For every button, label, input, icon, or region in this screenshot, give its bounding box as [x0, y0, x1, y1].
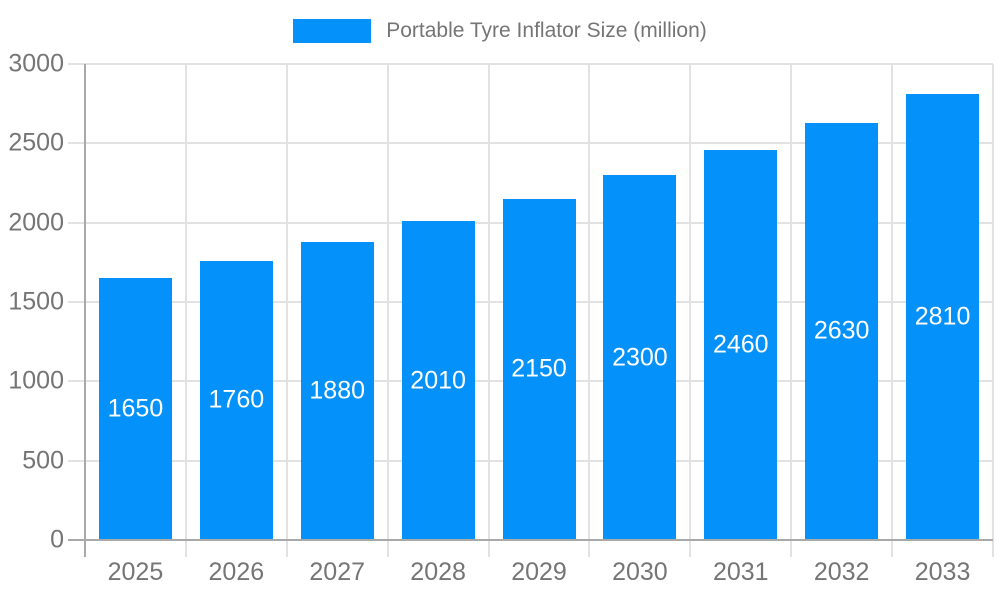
bar-value-label: 2010: [410, 366, 466, 395]
legend-swatch: [293, 19, 372, 43]
y-axis-tick: [68, 301, 85, 303]
y-axis-label: 500: [22, 446, 64, 475]
y-axis-tick: [68, 142, 85, 145]
y-axis-label: 2500: [8, 128, 64, 157]
gridline-vertical: [386, 64, 389, 540]
x-axis-label: 2029: [511, 558, 567, 586]
y-axis-label: 3000: [8, 49, 64, 78]
bar: 1760: [199, 260, 273, 540]
x-axis-tick: [891, 540, 894, 557]
x-axis-tick: [790, 540, 793, 557]
y-axis-label: 1000: [8, 366, 64, 395]
gridline-vertical: [992, 64, 994, 540]
bar: 2460: [704, 149, 778, 540]
legend-label: Portable Tyre Inflator Size (million): [386, 19, 707, 42]
x-axis-label: 2032: [813, 558, 870, 586]
bar-value-label: 2630: [813, 316, 870, 345]
y-axis-tick: [68, 380, 85, 383]
x-axis-tick: [184, 540, 187, 557]
y-axis-label: 2000: [8, 208, 64, 237]
plot-area: 1650 1760 1880 2010 2150 2300 2460 2630 2810: [68, 63, 994, 557]
x-axis-tick: [588, 540, 591, 557]
bar-value-label: 2150: [511, 354, 567, 383]
gridline-vertical: [891, 64, 894, 540]
bar: 1650: [98, 278, 172, 540]
x-axis-labels: 2025 2026 2027 2028 2029 2030 2031 2032 2033: [85, 557, 993, 589]
x-axis-label: 2030: [612, 558, 668, 586]
x-axis-tick: [689, 540, 692, 557]
gridline-vertical: [790, 64, 793, 540]
y-axis-label: 1500: [8, 287, 64, 316]
x-axis-label: 2033: [914, 558, 971, 586]
gridline-vertical: [689, 64, 692, 540]
gridline-vertical: [285, 64, 288, 540]
gridline-vertical: [184, 64, 187, 540]
y-axis-labels: 0 500 1000 1500 2000 2500 3000: [0, 51, 64, 552]
x-axis-label: 2028: [410, 558, 466, 586]
bar: 2010: [401, 221, 475, 540]
bar: 2810: [906, 94, 980, 540]
gridline-horizontal: [85, 63, 993, 65]
x-axis-label: 2027: [309, 558, 366, 586]
x-axis-label: 2031: [712, 558, 769, 586]
bar-value-label: 1650: [107, 394, 164, 423]
bar-value-label: 1880: [309, 376, 366, 405]
gridline-vertical: [588, 64, 591, 540]
y-axis-tick: [68, 459, 85, 462]
bar: 2630: [805, 122, 879, 540]
y-axis-line: [84, 64, 86, 557]
bar-value-label: 2300: [612, 343, 668, 372]
y-axis-tick: [68, 221, 85, 224]
bar-value-label: 2460: [712, 330, 769, 359]
bar: 2150: [502, 198, 576, 540]
y-axis-tick: [68, 63, 85, 65]
x-axis-tick: [487, 540, 490, 557]
x-axis-label: 2026: [208, 558, 265, 586]
legend: Portable Tyre Inflator Size (million): [0, 19, 1000, 43]
bar: 2300: [603, 175, 677, 540]
x-axis-tick: [992, 540, 994, 557]
gridline-horizontal: [85, 142, 993, 145]
x-axis-line: [68, 539, 993, 541]
gridline-vertical: [487, 64, 490, 540]
x-axis-tick: [285, 540, 288, 557]
bar-value-label: 1760: [208, 385, 265, 414]
x-axis-label: 2025: [107, 558, 164, 586]
bar: 1880: [300, 241, 374, 540]
x-axis-tick: [386, 540, 389, 557]
y-axis-label: 0: [50, 525, 64, 554]
bar-value-label: 2810: [914, 302, 971, 331]
